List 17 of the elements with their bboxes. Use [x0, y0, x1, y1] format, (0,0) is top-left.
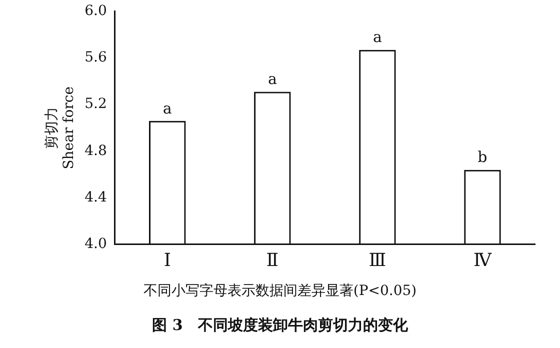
x-tick-label: Ⅱ [266, 250, 279, 271]
text: 不同小写字母表示数据间差异显著(P<0.05) [142, 282, 418, 300]
annotation: b [478, 148, 488, 166]
annotation: a [268, 70, 277, 88]
y-tick-label: 4.8 [84, 142, 107, 159]
y-tick-label: 4.0 [84, 236, 107, 252]
y-tick-label: 5.6 [84, 50, 107, 66]
annotation: a [162, 99, 172, 118]
x-tick-label: Ⅳ [473, 250, 492, 271]
y-tick-label: 5.2 [84, 96, 107, 112]
text: 图 3 不同坡度装卸牛肉剪切力的变化 [151, 316, 409, 335]
y-axis-title: 剪切力 Shear force [44, 86, 77, 170]
y-tick-label: 6.0 [84, 3, 107, 20]
y-tick-label: 4.4 [84, 189, 107, 206]
x-tick-label: Ⅰ [164, 250, 171, 271]
x-tick-label: Ⅲ [368, 250, 386, 271]
annotation: a [372, 28, 382, 46]
